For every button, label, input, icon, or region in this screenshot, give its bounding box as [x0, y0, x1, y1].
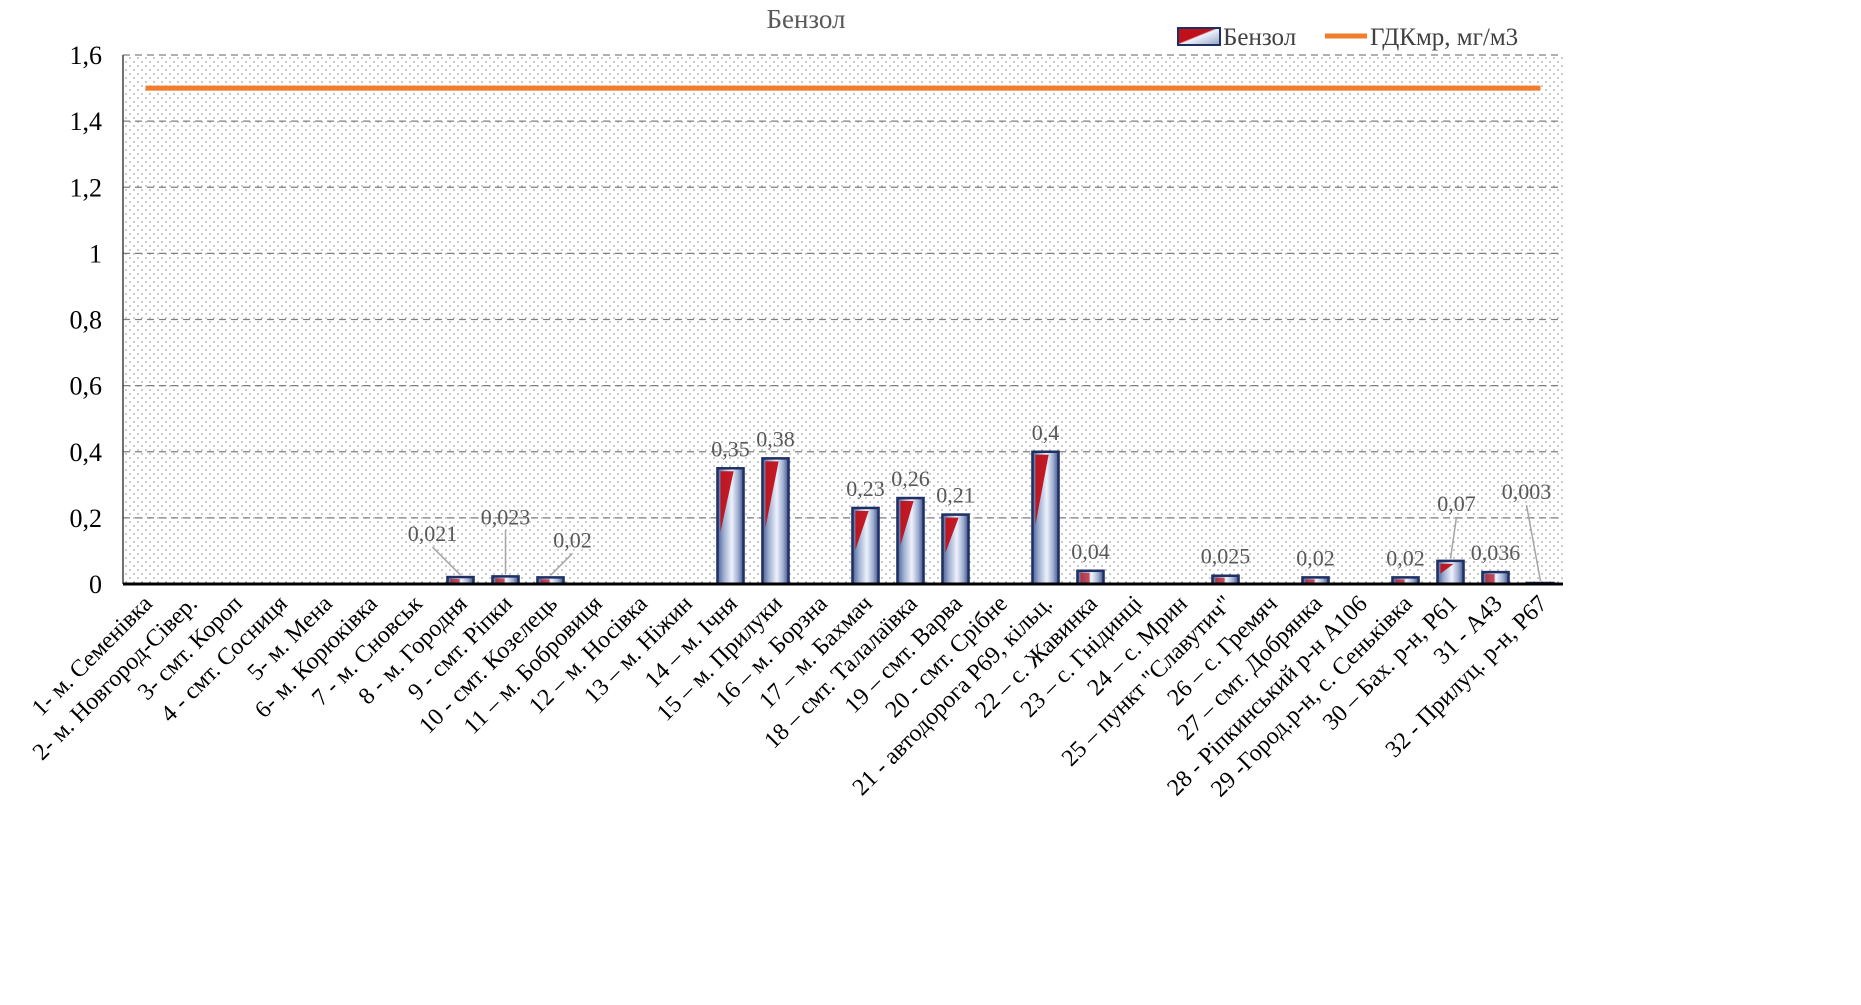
bar [851, 506, 880, 586]
bar-accent [720, 471, 734, 532]
bar [1481, 570, 1510, 586]
data-label: 0,4 [1032, 420, 1060, 445]
bar [761, 457, 790, 586]
data-label: 0,23 [846, 476, 885, 501]
data-label: 0,38 [756, 426, 795, 451]
bar [1031, 450, 1060, 586]
data-label: 0,036 [1471, 540, 1521, 565]
data-label-leader [1449, 516, 1458, 559]
bar-accent [1440, 563, 1454, 574]
bar [1076, 569, 1105, 586]
data-label: 0,04 [1071, 539, 1110, 564]
data-label-leader [1525, 504, 1542, 582]
legend-line-label: ГДКмр, мг/м3 [1370, 24, 1518, 51]
data-label: 0,023 [481, 504, 531, 529]
data-label: 0,26 [891, 466, 930, 491]
y-tick-label: 1 [89, 239, 102, 268]
bar-accent [1215, 577, 1225, 583]
y-tick-label: 1,6 [70, 41, 103, 70]
gridlines [123, 54, 1563, 519]
chart-title: Бензол [766, 4, 845, 34]
data-label: 0,025 [1201, 544, 1251, 569]
legend-bar-label: Бензол [1223, 24, 1296, 51]
data-label: 0,003 [1502, 479, 1552, 504]
bar [716, 467, 745, 586]
bar-accent [1080, 572, 1090, 583]
bar [941, 513, 970, 586]
y-tick-label: 0 [89, 570, 102, 599]
data-label: 0,21 [936, 483, 975, 508]
bar [896, 496, 925, 586]
bar-accent [900, 501, 914, 546]
bar-accent [1395, 579, 1405, 583]
y-tick-label: 0,4 [70, 438, 103, 467]
bar-accent [495, 578, 505, 583]
data-label: 0,02 [1296, 545, 1335, 570]
bar-accent [855, 510, 869, 550]
bar [1436, 559, 1465, 586]
data-labels: 0,021 0,023 0,02 0,35 0,38 0,23 0,260,21 0,4 0,0… [408, 420, 1552, 582]
bar-accent [450, 579, 460, 583]
data-label: 0,021 [408, 521, 458, 546]
bar-accent [540, 579, 550, 583]
bar-accent [765, 461, 779, 528]
bar-series [446, 450, 1555, 586]
legend-bar-swatch [1177, 27, 1221, 46]
y-axis: 0 0,2 0,4 0,6 0,8 1 1,2 1,4 1,6 [70, 41, 124, 599]
data-label: 0,02 [553, 527, 592, 552]
bar-accent [1485, 574, 1495, 583]
bar-body [896, 496, 925, 586]
data-label: 0,07 [1437, 491, 1476, 516]
bar-accent [1035, 454, 1049, 525]
bar-accent [945, 517, 959, 553]
legend: Бензол ГДКмр, мг/м3 [1177, 24, 1518, 51]
data-label-leader [549, 552, 574, 576]
data-label: 0,02 [1386, 545, 1425, 570]
data-label-leader [431, 546, 462, 576]
y-tick-label: 1,4 [70, 107, 103, 136]
data-label: 0,35 [711, 436, 750, 461]
y-tick-label: 1,2 [70, 173, 103, 202]
y-tick-label: 0,8 [70, 306, 103, 335]
y-tick-label: 0,2 [70, 504, 103, 533]
bar-accent [1305, 579, 1315, 583]
y-tick-label: 0,6 [70, 372, 103, 401]
